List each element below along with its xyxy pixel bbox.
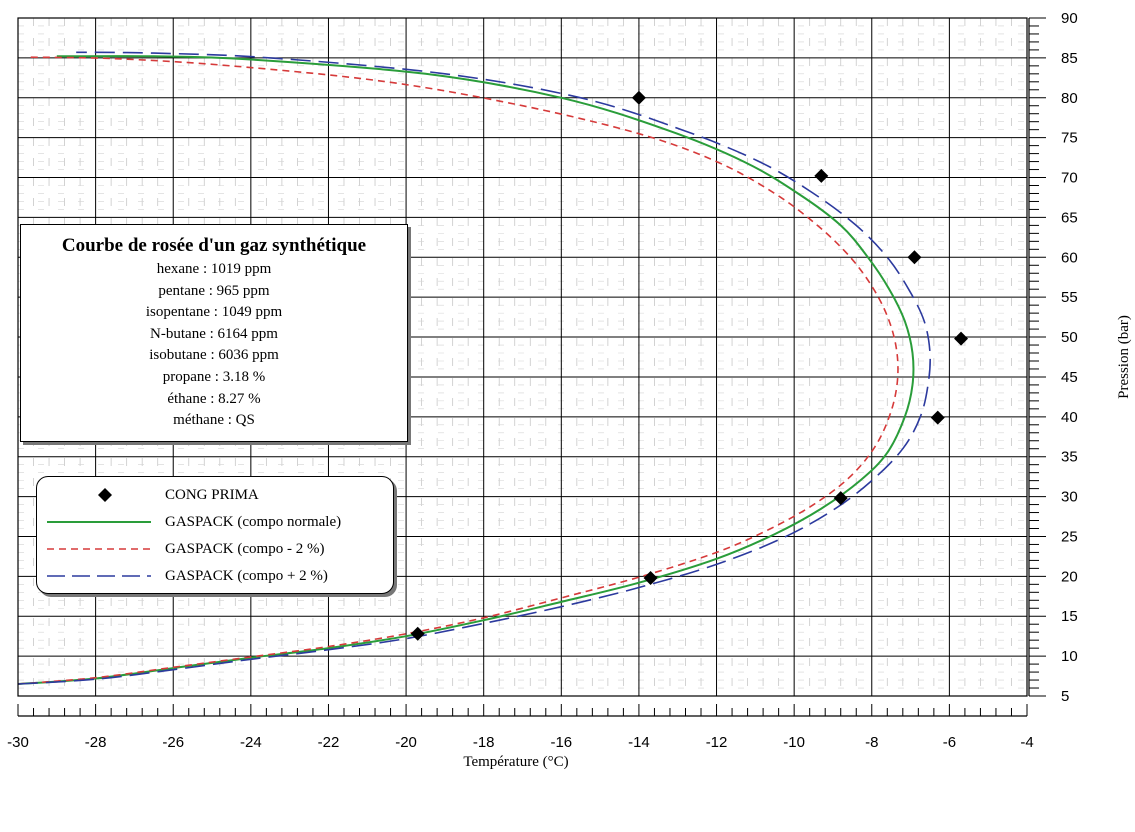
y-axis-title: Pression (bar) <box>1116 315 1132 399</box>
x-tick-label: -20 <box>395 734 417 751</box>
x-tick-label: -26 <box>162 734 184 751</box>
cong-prima-data-point <box>631 90 646 105</box>
x-axis-title: Température (°C) <box>463 754 568 770</box>
x-tick-label: -30 <box>7 734 29 751</box>
legend-item-cong-prima: CONG PRIMA <box>37 484 393 506</box>
x-tick-label: -18 <box>473 734 495 751</box>
x-tick-label: -22 <box>318 734 340 751</box>
legend-label-gaspack-plus: GASPACK (compo + 2 %) <box>165 568 328 584</box>
y-tick-label: 30 <box>1061 489 1078 506</box>
info-line-ethane: éthane : 8.27 % <box>167 390 261 407</box>
composition-info-box: Courbe de rosée d'un gaz synthétique hex… <box>20 224 408 442</box>
info-line-hexane: hexane : 1019 ppm <box>156 261 272 277</box>
info-line-n-butane: N-butane : 6164 ppm <box>150 325 278 342</box>
info-line-isopentane: isopentane : 1049 ppm <box>145 304 283 321</box>
y-tick-label: 40 <box>1061 409 1078 426</box>
cong-prima-data-point <box>930 410 945 425</box>
info-line-isobutane: isobutane : 6036 ppm <box>149 347 279 364</box>
cong-prima-data-point <box>814 168 829 183</box>
x-tick-label: -12 <box>706 734 728 751</box>
y-tick-label: 20 <box>1061 568 1078 585</box>
x-tick-label: -10 <box>783 734 805 751</box>
series-line-long-dashed <box>17 51 931 685</box>
legend: CONG PRIMA GASPACK (compo normale) GASPA… <box>36 476 394 594</box>
info-line-pentane: pentane : 965 ppm <box>158 282 270 299</box>
info-box-title: Courbe de rosée d'un gaz synthétique <box>61 235 367 256</box>
series-line-solid <box>17 55 915 685</box>
diamond-marker-icon <box>98 488 112 502</box>
y-tick-label: 60 <box>1061 249 1078 266</box>
y-tick-label: 45 <box>1061 369 1078 386</box>
legend-item-gaspack-minus: GASPACK (compo - 2 %) <box>37 538 393 560</box>
plot-frame <box>17 17 1028 697</box>
x-tick-label: -14 <box>628 734 650 751</box>
solid-line-icon <box>47 521 151 523</box>
series-layer <box>17 51 931 685</box>
legend-item-gaspack-plus: GASPACK (compo + 2 %) <box>37 565 393 587</box>
y-tick-label: 90 <box>1061 10 1078 27</box>
y-tick-label: 15 <box>1061 608 1078 625</box>
x-tick-label: -24 <box>240 734 262 751</box>
x-tick-label: -8 <box>865 734 878 751</box>
y-tick-label: 65 <box>1061 209 1078 226</box>
x-tick-label: -4 <box>1020 734 1033 751</box>
x-tick-label: -6 <box>943 734 956 751</box>
cong-prima-data-point <box>410 626 425 641</box>
cong-prima-data-point <box>954 331 969 346</box>
cong-prima-data-point <box>833 491 848 506</box>
y-tick-label: 35 <box>1061 449 1078 466</box>
markers-layer <box>410 90 969 641</box>
legend-item-gaspack-normale: GASPACK (compo normale) <box>37 511 393 533</box>
y-tick-label: 50 <box>1061 329 1078 346</box>
y-tick-label: 75 <box>1061 130 1078 147</box>
y-tick-label: 10 <box>1061 648 1078 665</box>
dashed-line-icon <box>47 548 151 550</box>
y-tick-label: 5 <box>1061 688 1069 705</box>
x-tick-label: -16 <box>550 734 572 751</box>
y-tick-label: 80 <box>1061 90 1078 107</box>
y-tick-label: 25 <box>1061 528 1078 545</box>
series-line-dashed <box>17 56 899 685</box>
info-line-propane: propane : 3.18 % <box>162 368 266 385</box>
long-dashed-line-icon <box>47 575 151 577</box>
legend-label-gaspack-normale: GASPACK (compo normale) <box>165 514 342 530</box>
axes-layer: -30 -28 -26 -24 -22 -20 -18 -16 -14 -12 -10 -8 -6 -4 5… <box>7 10 1078 751</box>
info-line-methane: méthane : QS <box>173 412 255 429</box>
legend-label-gaspack-minus: GASPACK (compo - 2 %) <box>165 541 325 557</box>
x-tick-label: -28 <box>85 734 107 751</box>
cong-prima-data-point <box>643 570 658 585</box>
y-tick-label: 55 <box>1061 289 1078 306</box>
cong-prima-data-point <box>907 250 922 265</box>
y-tick-label: 85 <box>1061 50 1078 67</box>
y-tick-label: 70 <box>1061 170 1078 187</box>
legend-label-cong-prima: CONG PRIMA <box>165 487 259 503</box>
